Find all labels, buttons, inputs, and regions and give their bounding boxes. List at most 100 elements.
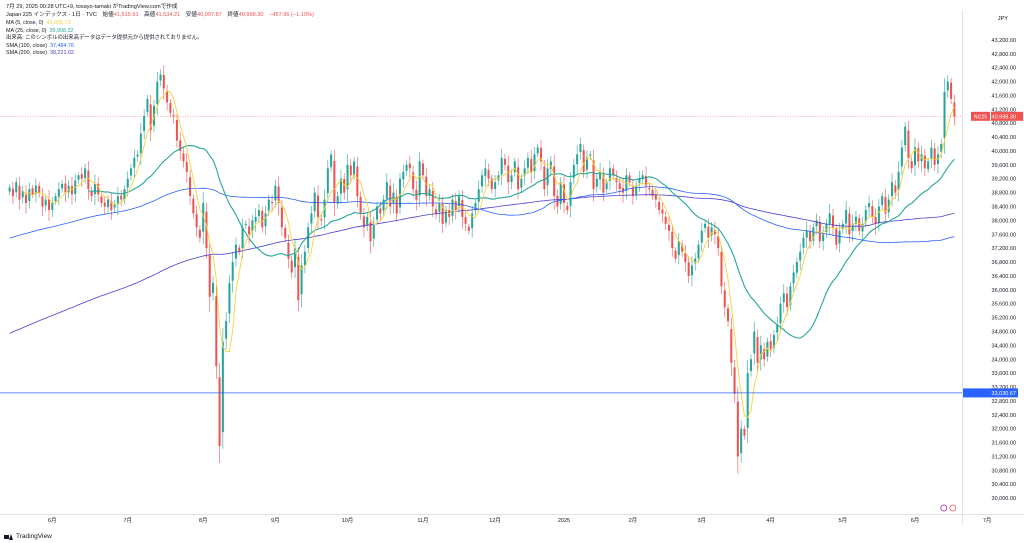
candle	[697, 240, 700, 264]
time-tick-label: 6月	[48, 517, 57, 524]
candle-body	[851, 223, 854, 231]
candle	[215, 285, 218, 379]
candle	[674, 247, 677, 263]
candle-body	[477, 189, 480, 202]
time-tick-label: 9月	[271, 517, 280, 524]
legend-row[interactable]: MA (5, close, 0) 41,005.73	[6, 20, 70, 27]
candle	[530, 149, 533, 184]
candle	[402, 164, 405, 188]
candle-body	[34, 185, 37, 194]
candle-body	[208, 255, 211, 297]
candle	[795, 257, 798, 279]
close-value: 40,998.30	[238, 12, 264, 18]
candle	[891, 173, 894, 207]
candle-body	[461, 200, 464, 217]
price-tick-label: 34,800.00	[992, 329, 1016, 335]
candle-body	[57, 189, 60, 197]
sma100-line	[9, 186, 955, 244]
candle-body	[369, 222, 372, 242]
candle-body	[700, 230, 703, 243]
candle	[412, 165, 415, 197]
candle	[786, 286, 789, 316]
candle	[910, 156, 913, 174]
candle	[425, 168, 428, 207]
candle-body	[90, 191, 93, 197]
price-tick-label: 42,800.00	[992, 52, 1016, 58]
candle	[776, 316, 779, 343]
candle	[395, 189, 398, 223]
candle-body	[471, 213, 474, 229]
candle	[133, 149, 136, 178]
candle	[451, 194, 454, 223]
low-label: 安値	[185, 12, 197, 18]
candle	[195, 205, 198, 237]
candle-body	[51, 203, 54, 210]
candle-body	[133, 157, 136, 168]
candle-body	[195, 213, 198, 228]
candle-body	[779, 303, 782, 324]
legend-row[interactable]: SMA (100, close) 37,484.76	[6, 43, 74, 50]
price-tick-label: 34,000.00	[992, 357, 1016, 363]
candle-body	[310, 213, 313, 224]
candle-body	[569, 182, 572, 206]
candle-body	[385, 182, 388, 199]
candle	[18, 176, 21, 210]
candle-body	[254, 216, 257, 222]
candle	[861, 216, 864, 240]
candle	[884, 188, 887, 224]
candle	[254, 208, 257, 232]
time-tick-label: 4月	[766, 517, 775, 524]
candle	[792, 264, 795, 293]
candle	[110, 192, 113, 220]
candle	[353, 157, 356, 180]
candle	[290, 255, 293, 279]
candle	[21, 185, 24, 204]
candle	[618, 178, 621, 196]
candle-body	[622, 187, 625, 193]
candle-body	[464, 217, 467, 224]
candle-body	[904, 126, 907, 146]
candle-body	[405, 164, 408, 171]
candle-body	[950, 82, 953, 99]
candle-body	[418, 161, 421, 196]
price-tick-label: 38,400.00	[992, 205, 1016, 211]
candle	[61, 179, 64, 194]
candle-body	[156, 81, 159, 104]
candle	[330, 150, 333, 172]
candle	[871, 200, 874, 224]
legend-row[interactable]: SMA (200, close) 38,221.02	[6, 50, 74, 57]
candle-body	[169, 103, 172, 113]
open-value: 41,515.91	[113, 12, 139, 18]
candle-body	[559, 182, 562, 204]
candle-body	[339, 178, 342, 194]
candle-body	[530, 159, 533, 172]
candle-body	[943, 91, 946, 138]
price-tick-label: 34,400.00	[992, 343, 1016, 349]
price-tick-label: 33,200.00	[992, 385, 1016, 391]
candle	[923, 148, 926, 177]
candle-body	[93, 183, 96, 195]
candle-body	[366, 216, 369, 225]
current-price-tag	[991, 111, 1023, 121]
candle-body	[815, 220, 818, 227]
candle-body	[126, 178, 129, 188]
legend-row[interactable]: 出来高: このシンボルの出来高データはデータ提供元から提供されておりません。	[6, 35, 203, 42]
candle-body	[84, 168, 87, 179]
candle-body	[749, 359, 752, 372]
candle-body	[287, 242, 290, 259]
candle-body	[766, 341, 769, 357]
candle-body	[80, 174, 83, 179]
candle	[333, 149, 336, 217]
candle-body	[602, 174, 605, 193]
candle-body	[595, 178, 598, 187]
candle	[562, 175, 566, 213]
legend-row[interactable]: MA (25, close, 0) 39,908.32	[6, 28, 73, 35]
candle-body	[933, 148, 936, 165]
candle-body	[795, 262, 798, 273]
tradingview-logo[interactable]: TradingView	[4, 533, 52, 540]
candle-body	[248, 226, 251, 235]
ma25-line	[88, 145, 955, 339]
candle-body	[759, 345, 762, 360]
candle-body	[792, 272, 795, 284]
